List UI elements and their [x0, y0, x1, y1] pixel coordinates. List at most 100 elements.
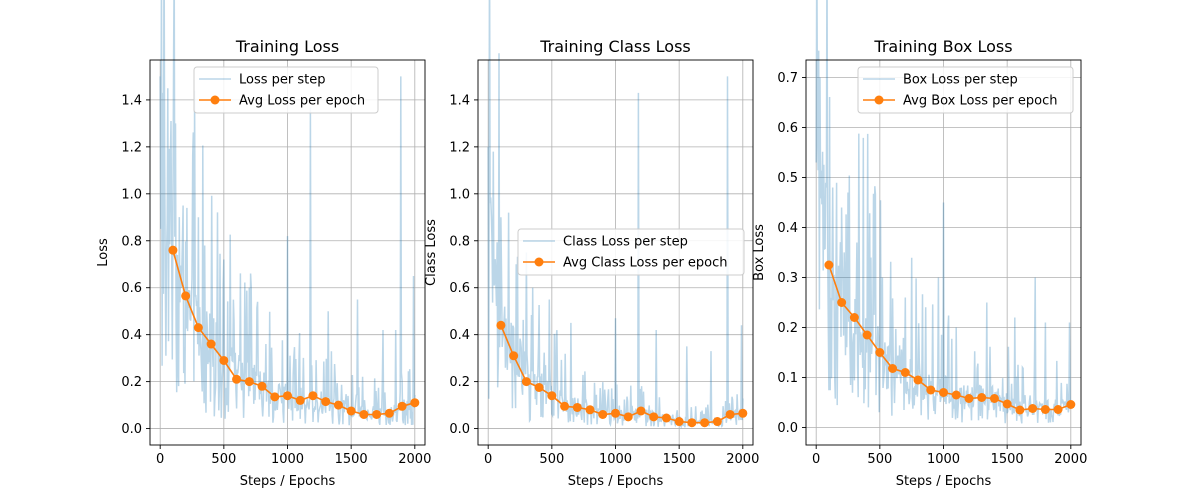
- legend: Box Loss per step Avg Box Loss per epoch: [857, 66, 1074, 114]
- avg-point: [674, 417, 684, 427]
- x-tick-label: 500: [867, 452, 892, 467]
- y-tick-label: 1.2: [121, 140, 142, 155]
- y-tick-label: 1.0: [121, 187, 142, 202]
- avg-point: [636, 406, 646, 416]
- grid: [806, 60, 1081, 445]
- x-tick-label: 1500: [991, 452, 1024, 467]
- legend: Loss per step Avg Loss per epoch: [193, 66, 379, 114]
- legend-marker-avg: [210, 95, 220, 105]
- avg-point: [346, 406, 356, 416]
- series-per-step-line: [815, 0, 1072, 424]
- avg-point: [939, 388, 948, 397]
- x-tick-label: 1000: [271, 452, 304, 467]
- avg-point: [661, 413, 671, 423]
- avg-point: [181, 291, 191, 301]
- avg-point: [837, 298, 847, 307]
- avg-point: [951, 390, 961, 400]
- x-tick-label: 1500: [663, 452, 696, 467]
- avg-point: [295, 395, 305, 405]
- avg-point: [509, 351, 519, 361]
- avg-point: [585, 405, 595, 415]
- x-tick-label: 1500: [335, 452, 368, 467]
- avg-point: [534, 382, 544, 392]
- y-tick-label: 0.0: [449, 422, 470, 437]
- avg-point: [257, 381, 267, 391]
- legend-label-avg: Avg Class Loss per epoch: [563, 256, 728, 271]
- avg-point: [824, 260, 834, 270]
- avg-point: [206, 339, 216, 349]
- avg-point: [1040, 405, 1050, 414]
- avg-point: [384, 408, 394, 418]
- avg-point: [547, 391, 557, 401]
- avg-point: [875, 348, 885, 357]
- y-tick-label: 0.7: [777, 71, 798, 86]
- x-tick-label: 1000: [599, 452, 632, 467]
- avg-point: [496, 320, 506, 330]
- avg-point: [900, 368, 910, 377]
- y-tick-label: 0.8: [449, 234, 470, 249]
- avg-point: [725, 409, 735, 419]
- x-axis-label: Steps / Epochs: [568, 474, 664, 489]
- avg-point: [712, 417, 722, 427]
- avg-point: [397, 401, 407, 411]
- avg-point: [738, 408, 748, 418]
- avg-point: [964, 394, 974, 403]
- x-tick-label: 1000: [927, 452, 960, 467]
- y-tick-label: 0.0: [121, 422, 142, 437]
- x-tick-label: 2000: [398, 452, 431, 467]
- legend-label-avg: Avg Box Loss per epoch: [903, 94, 1057, 109]
- y-axis-label: Box Loss: [752, 224, 767, 281]
- legend-marker-avg: [534, 257, 544, 267]
- legend-label-avg: Avg Loss per epoch: [239, 94, 365, 109]
- avg-point: [989, 394, 999, 403]
- avg-point: [308, 391, 318, 401]
- y-tick-label: 0.2: [449, 375, 470, 390]
- legend-box: [517, 228, 745, 276]
- avg-point: [244, 377, 254, 387]
- avg-point: [1015, 405, 1025, 415]
- avg-point: [598, 409, 608, 419]
- legend-box: [857, 66, 1074, 114]
- y-tick-label: 0.6: [777, 121, 798, 136]
- y-tick-label: 0.0: [777, 421, 798, 436]
- legend: Class Loss per step Avg Class Loss per ep…: [517, 228, 745, 276]
- y-tick-label: 1.2: [449, 140, 470, 155]
- chart-title: Training Class Loss: [539, 37, 691, 56]
- legend-marker-avg: [874, 95, 884, 105]
- avg-point: [283, 391, 292, 401]
- avg-point: [687, 418, 697, 428]
- avg-point: [410, 398, 420, 408]
- avg-point: [372, 409, 382, 419]
- x-tick-label: 0: [156, 452, 164, 467]
- chart-panel-2: 0 500 1000 1500 2000 0.0 0.2 0.4 0.6 0.8 1.0 1.2 1.4…: [424, 0, 759, 489]
- x-axis-label: Steps / Epochs: [240, 474, 336, 489]
- avg-point: [1066, 400, 1076, 409]
- legend-box: [193, 66, 379, 114]
- avg-point: [232, 374, 242, 384]
- legend-label-per-step: Loss per step: [239, 73, 326, 88]
- y-tick-label: 1.4: [449, 93, 470, 108]
- y-tick-label: 0.8: [121, 234, 142, 249]
- avg-point: [862, 330, 872, 340]
- legend-label-per-step: Class Loss per step: [563, 235, 688, 250]
- x-tick-label: 2000: [726, 452, 759, 467]
- avg-point: [611, 408, 620, 418]
- avg-point: [1028, 404, 1038, 413]
- y-tick-label: 0.2: [777, 321, 798, 336]
- y-tick-label: 0.3: [777, 271, 798, 286]
- y-tick-label: 0.1: [777, 371, 798, 386]
- avg-point: [926, 385, 936, 395]
- avg-point: [849, 313, 859, 322]
- avg-point: [888, 364, 898, 373]
- y-tick-label: 0.2: [121, 375, 142, 390]
- chart-title: Training Box Loss: [873, 37, 1012, 56]
- y-axis-label: Loss: [96, 238, 111, 267]
- avg-point: [649, 412, 659, 422]
- y-tick-label: 1.0: [449, 187, 470, 202]
- y-tick-label: 0.4: [777, 221, 798, 236]
- y-tick-label: 0.5: [777, 171, 798, 186]
- legend-label-per-step: Box Loss per step: [903, 73, 1018, 88]
- avg-point: [359, 409, 369, 419]
- y-tick-label: 0.4: [449, 328, 470, 343]
